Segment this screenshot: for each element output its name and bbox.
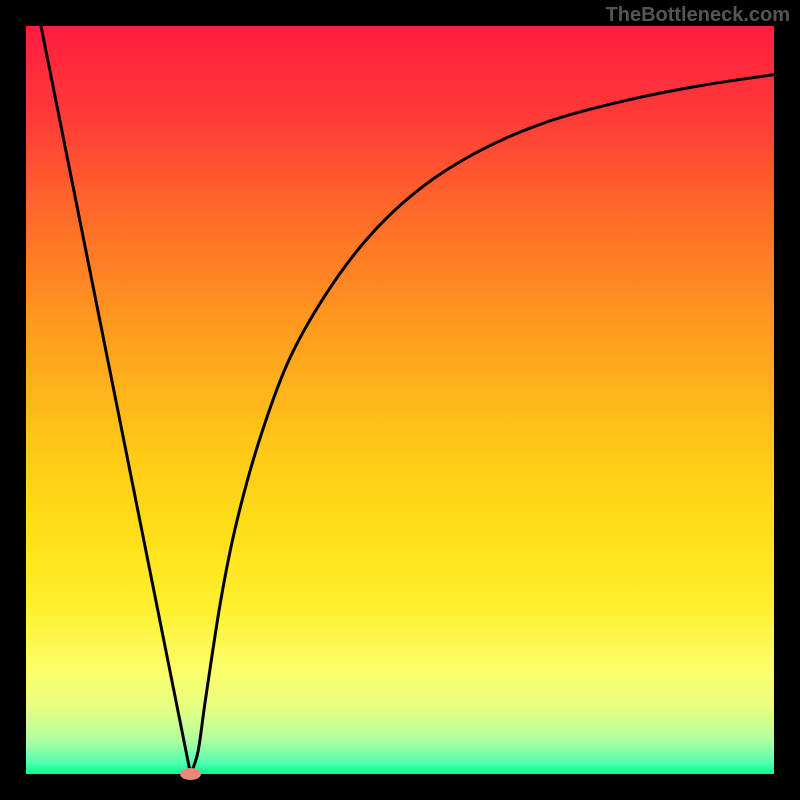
- bottleneck-chart: [0, 0, 800, 800]
- chart-background: [26, 26, 774, 774]
- watermark-text: TheBottleneck.com: [606, 4, 790, 27]
- chart-container: TheBottleneck.com: [0, 0, 800, 800]
- minimum-marker: [180, 768, 201, 780]
